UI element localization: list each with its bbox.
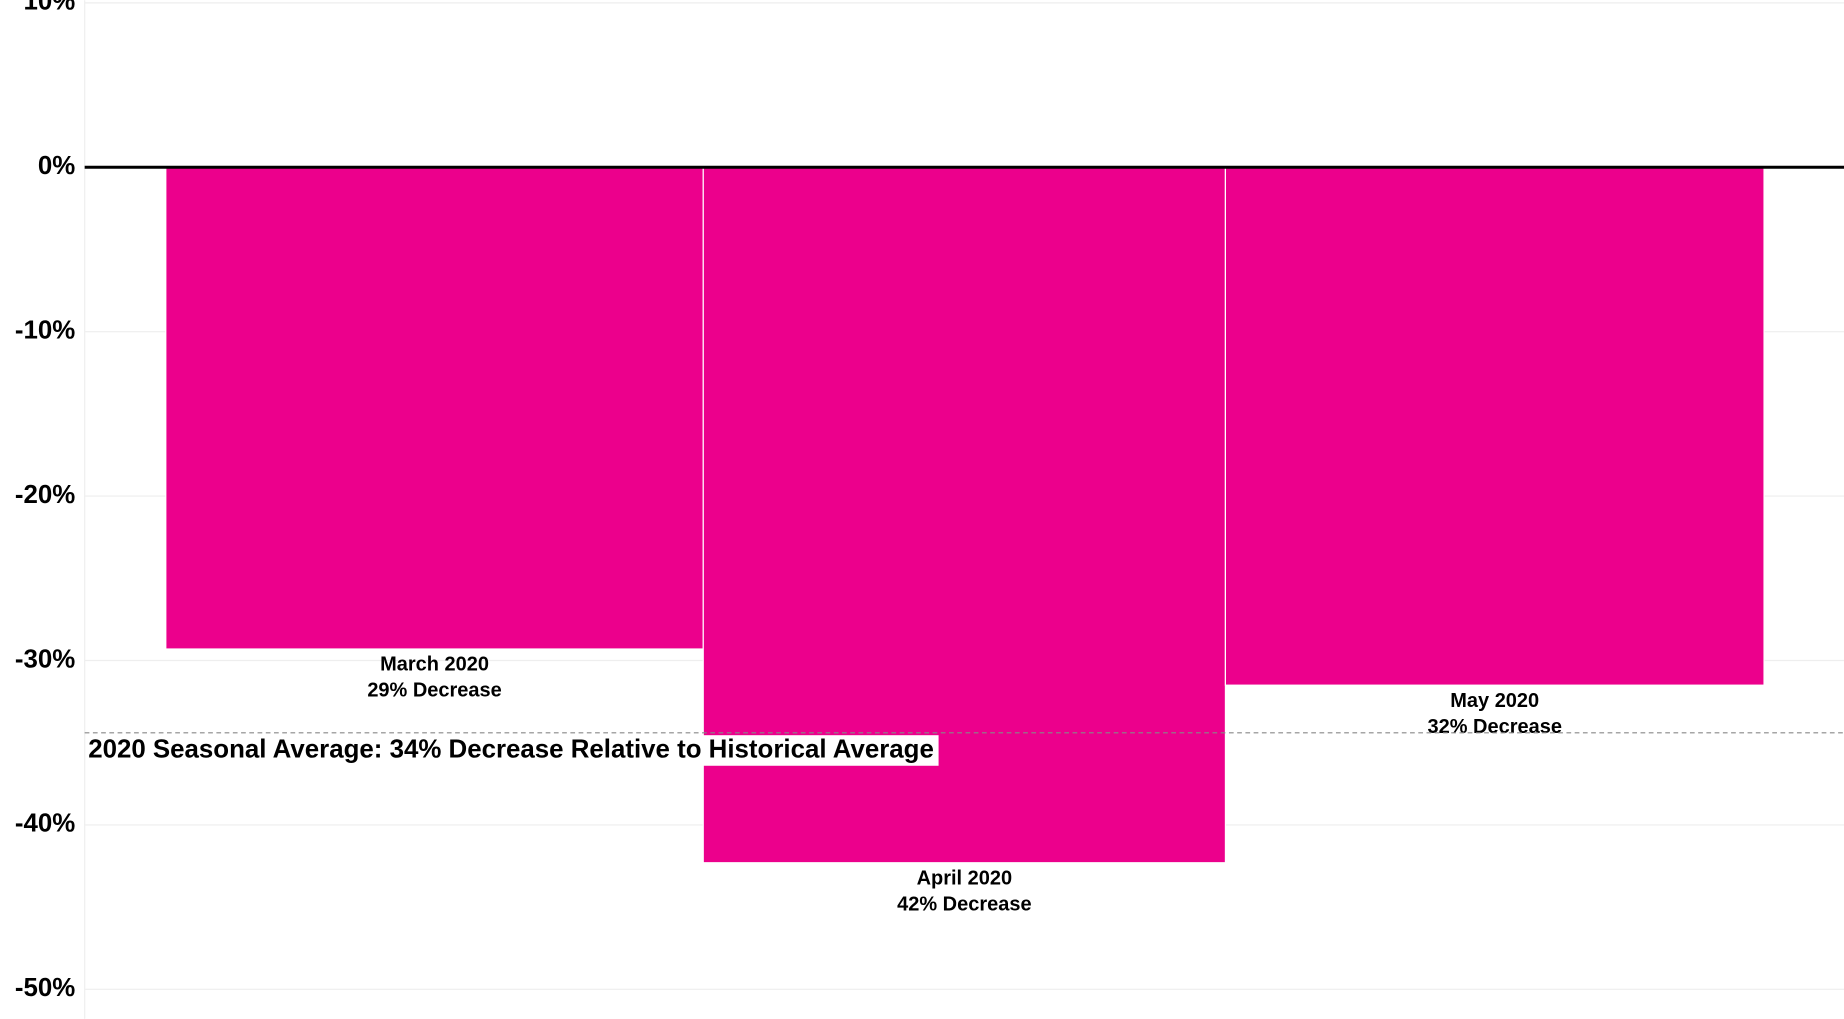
annotation: 2020 Seasonal Average: 34% Decrease Rela… [88,735,934,763]
bar-label: May 2020 [1450,690,1539,712]
value-label: 29% Decrease [367,680,501,702]
bar-label: March 2020 [380,654,489,676]
y-tick-label: 0% [38,152,75,180]
y-tick-label: -50% [15,974,75,1002]
y-tick-label: 10% [23,0,75,16]
value-label: 42% Decrease [897,893,1031,915]
bar [1224,166,1765,686]
y-tick-label: -30% [15,645,75,673]
bar-label: April 2020 [917,867,1013,889]
value-label: 32% Decrease [1427,716,1561,738]
bar [165,166,704,650]
annotation-background [85,735,939,766]
y-tick-label: -10% [15,317,75,345]
y-tick-label: -20% [15,481,75,509]
y-tick-label: -40% [15,810,75,838]
